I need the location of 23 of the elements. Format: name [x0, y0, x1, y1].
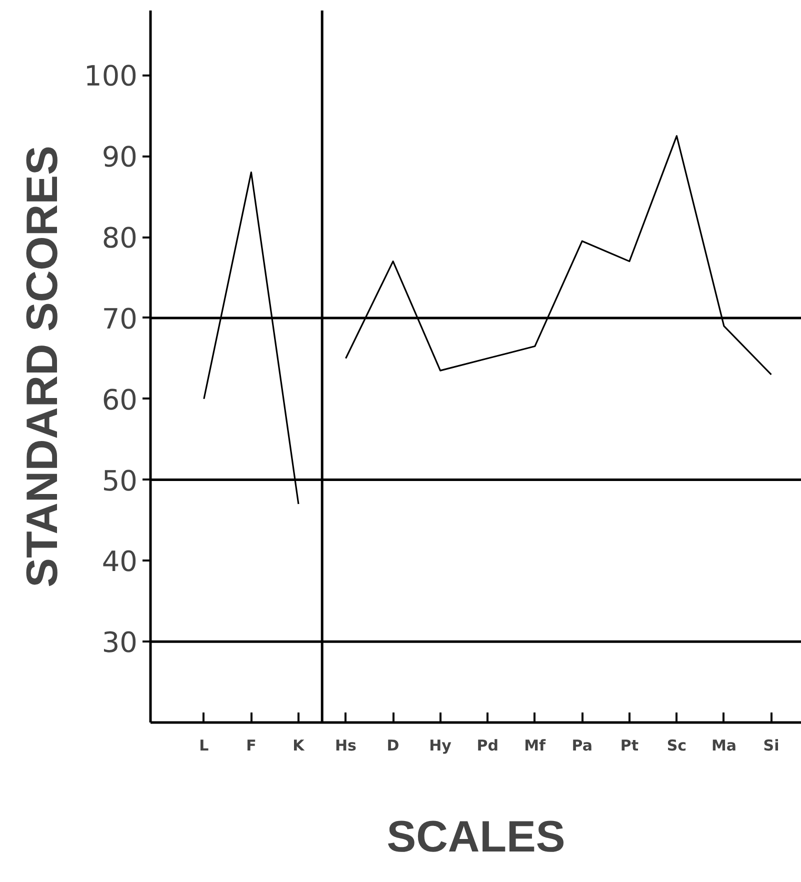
x-tick-label: Sc — [666, 736, 687, 754]
y-axis-title: STANDARD SCORES — [18, 146, 68, 588]
x-tick-label: Pa — [572, 736, 592, 754]
y-tick-label: 90 — [102, 140, 138, 174]
x-tick-label: K — [292, 736, 306, 754]
x-tick-label: F — [246, 736, 256, 754]
x-tick-label: D — [386, 736, 400, 754]
y-tick-label: 50 — [102, 464, 138, 498]
x-tick-label: Mf — [524, 736, 546, 754]
x-tick-label: Hs — [335, 736, 357, 754]
y-tick-label: 70 — [102, 302, 138, 336]
x-tick-label: Hy — [429, 736, 452, 754]
y-tick-label: 30 — [102, 626, 138, 660]
y-tick-label: 40 — [102, 545, 138, 578]
x-tick-label: L — [199, 736, 210, 754]
y-tick-label: 80 — [102, 222, 138, 255]
y-tick-label: 60 — [102, 383, 138, 416]
x-tick-label: Pd — [476, 736, 498, 754]
x-axis-title: SCALES — [386, 812, 566, 862]
y-tick-label: 100 — [84, 60, 138, 93]
x-tick-label: Pt — [620, 736, 639, 754]
x-tick-label: Ma — [711, 736, 737, 754]
x-tick-label: Si — [763, 736, 780, 754]
